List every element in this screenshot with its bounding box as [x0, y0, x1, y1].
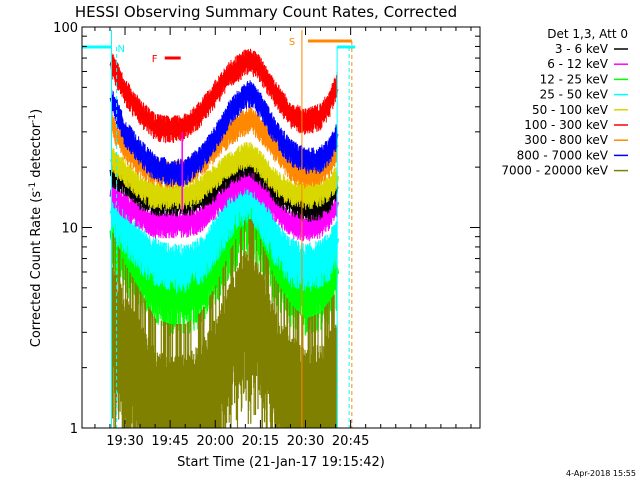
- flare-label: F: [152, 54, 158, 65]
- y-axis: 1 10 100: [53, 21, 480, 437]
- series-line: [109, 87, 339, 179]
- y-tick-label: 100: [53, 21, 78, 36]
- night-label: N: [117, 44, 124, 55]
- y-axis-label: Corrected Count Rate (s-1 detector-1): [28, 109, 44, 347]
- series-line: [109, 175, 340, 235]
- footer-datestamp: 4-Apr-2018 15:55: [566, 469, 636, 478]
- y-label-end: ): [29, 109, 44, 114]
- series-line: [109, 188, 340, 272]
- y-tick-label: 10: [61, 222, 78, 237]
- legend-entry-label: 100 - 300 keV: [524, 118, 608, 132]
- y-label-main: Corrected Count Rate (s: [29, 191, 44, 348]
- legend-entry-label: 12 - 25 keV: [540, 72, 609, 86]
- x-tick-label: 20:00: [197, 434, 234, 449]
- legend-entry-label: 3 - 6 keV: [555, 42, 609, 56]
- series-line: [109, 55, 339, 135]
- y-tick-label: 1: [70, 422, 78, 437]
- x-tick-label: 20:30: [287, 434, 324, 449]
- y-label-sup1: -1: [28, 182, 38, 191]
- marker-layer: N S F: [82, 30, 356, 428]
- x-tick-label: 20:15: [242, 434, 279, 449]
- legend-entry-label: 7000 - 20000 keV: [501, 164, 608, 178]
- legend-entry-label: 25 - 50 keV: [540, 88, 609, 102]
- legend-entry-label: 50 - 100 keV: [532, 103, 609, 117]
- legend-entry-label: 300 - 800 keV: [524, 133, 608, 147]
- x-axis-label: Start Time (21-Jan-17 19:15:42): [177, 455, 385, 470]
- data-layer: [109, 48, 340, 428]
- legend-title: Det 1,3, Att 0: [547, 27, 628, 41]
- x-axis: 19:30 19:45 20:00 20:15 20:30 20:45: [94, 27, 472, 449]
- y-label-sup2: -1: [28, 114, 38, 123]
- y-label-mid: detector: [29, 122, 44, 182]
- x-tick-label: 20:45: [332, 434, 369, 449]
- x-tick-label: 19:45: [151, 434, 188, 449]
- chart-title: HESSI Observing Summary Count Rates, Cor…: [75, 3, 457, 21]
- legend-entry-label: 800 - 7000 keV: [517, 148, 609, 162]
- legend-entry-label: 6 - 12 keV: [547, 57, 609, 71]
- series-line: [109, 150, 340, 203]
- saa-label: S: [289, 37, 295, 48]
- x-tick-label: 19:30: [106, 434, 143, 449]
- series-50-100kev: [109, 142, 340, 211]
